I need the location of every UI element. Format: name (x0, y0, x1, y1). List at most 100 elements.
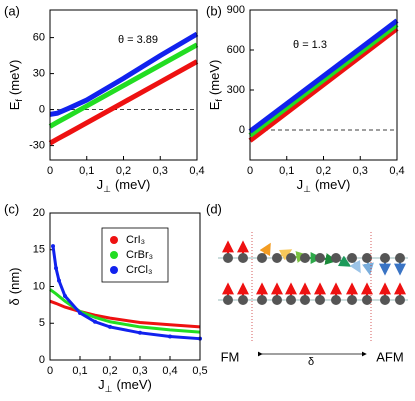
spin-site (257, 253, 267, 263)
spin-site (380, 253, 390, 263)
series-line (49, 299, 201, 329)
x-axis-label-main: J (98, 377, 105, 392)
x-tick-label: 0,3 (353, 165, 368, 177)
spin-site (347, 295, 357, 305)
panel-label: (b) (206, 3, 222, 18)
x-axis-label-unit: (meV) (116, 377, 151, 392)
spin-site (223, 295, 233, 305)
y-tick-label: 600 (227, 44, 245, 56)
y-tick-label: 900 (227, 4, 245, 16)
data-point (78, 310, 82, 315)
series-line (49, 288, 201, 334)
spin-site (257, 295, 267, 305)
y-tick-label: 30 (33, 68, 45, 80)
y-tick-label: 300 (227, 84, 245, 96)
x-tick-label: 0,3 (153, 165, 168, 177)
panel-label: (c) (4, 201, 19, 216)
data-point (51, 244, 55, 249)
y-axis-label-sub: f (214, 99, 224, 102)
y-tick-label: 0 (239, 124, 245, 136)
annotation: θ = 1.3 (293, 39, 327, 51)
spin-site (300, 253, 310, 263)
spin-site (238, 295, 248, 305)
data-point (57, 278, 61, 283)
plot-frame (49, 9, 198, 161)
legend-swatch (110, 236, 118, 244)
x-tick-label: 0,2 (316, 165, 331, 177)
spin-site (362, 295, 372, 305)
spin-site (300, 295, 310, 305)
y-axis-label-main: E (7, 101, 22, 110)
spin-site (331, 253, 341, 263)
x-tick-label: 0,1 (72, 365, 87, 377)
series-line (48, 59, 199, 146)
series-line (51, 245, 201, 341)
series-line (48, 42, 199, 129)
x-axis-label-unit: (meV) (315, 177, 350, 192)
spin-site (380, 295, 390, 305)
legend-label: CrI₃ (126, 234, 145, 246)
spin-site (286, 253, 296, 263)
y-tick-label: -30 (29, 140, 45, 152)
afm-label: AFM (376, 349, 403, 364)
series-line (49, 31, 199, 117)
plot-frame (249, 9, 398, 161)
x-tick-label: 0,4 (162, 365, 177, 377)
y-tick-label: 0 (39, 354, 45, 366)
x-tick-label: 0,5 (192, 365, 207, 377)
y-tick-label: 10 (33, 280, 45, 292)
y-tick-label: 60 (33, 32, 45, 44)
y-tick-label: 15 (33, 244, 45, 256)
x-tick-label: 0,4 (389, 165, 404, 177)
spin-site (272, 295, 282, 305)
spin-site (315, 253, 325, 263)
spin-site (272, 253, 282, 263)
x-axis-label-main: J (97, 177, 104, 192)
fm-label: FM (221, 349, 240, 364)
spin-site (395, 253, 405, 263)
x-tick-label: 0,3 (132, 365, 147, 377)
delta-label: δ (308, 356, 314, 368)
legend-swatch (110, 251, 118, 259)
spin-site (347, 253, 357, 263)
x-axis-label-main: J (297, 177, 304, 192)
series-line (248, 22, 399, 138)
spin-site (223, 253, 233, 263)
panel-label: (d) (206, 201, 222, 216)
x-tick-label: 0,2 (116, 165, 131, 177)
x-axis-label-sub: ⊥ (103, 184, 111, 194)
spin-site (238, 253, 248, 263)
x-tick-label: 0,1 (279, 165, 294, 177)
x-tick-label: 0 (247, 165, 253, 177)
legend-label: CrCl₃ (126, 264, 152, 276)
data-point (54, 266, 58, 271)
data-point (108, 324, 112, 329)
y-axis-label: Ef (meV) (7, 60, 24, 111)
y-axis-label-sub: f (14, 99, 24, 102)
spin-site (315, 295, 325, 305)
panel-label: (a) (4, 3, 20, 18)
x-axis-label-sub: ⊥ (105, 384, 113, 394)
y-axis-label: δ (nm) (7, 268, 22, 306)
x-axis-label-sub: ⊥ (303, 184, 311, 194)
data-point (63, 294, 67, 299)
y-axis-label-main: δ (7, 298, 22, 305)
y-axis-label-unit: (meV) (207, 60, 222, 95)
y-tick-label: 0 (39, 104, 45, 116)
x-axis-label: J⊥ (meV) (98, 377, 152, 394)
legend-label: CrBr₃ (126, 249, 153, 261)
x-tick-label: 0 (47, 365, 53, 377)
y-axis-label-main: E (207, 101, 222, 110)
x-axis-label-unit: (meV) (115, 177, 150, 192)
data-point (138, 330, 142, 335)
y-axis-label: Ef (meV) (207, 60, 224, 111)
x-tick-label: 0 (47, 165, 53, 177)
series-line (248, 18, 399, 134)
x-tick-label: 0,4 (189, 165, 204, 177)
x-tick-label: 0,1 (79, 165, 94, 177)
x-axis-label: J⊥ (meV) (97, 177, 151, 194)
spin-site (286, 295, 296, 305)
spin-site (362, 253, 372, 263)
data-point (93, 319, 97, 324)
